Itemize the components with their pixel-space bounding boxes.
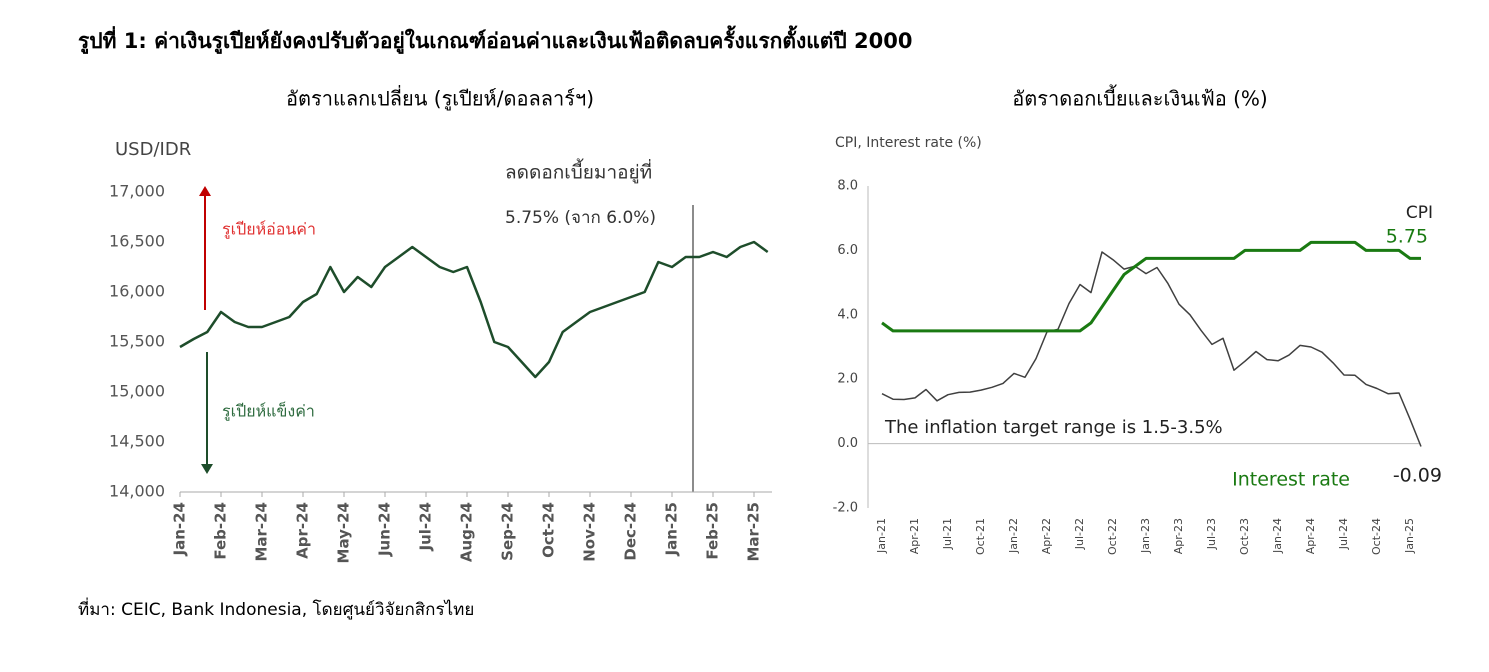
x-tick-label: Aug-24	[458, 502, 476, 562]
y-tick-label: 2.0	[837, 372, 858, 387]
y-tick-label: 15,500	[109, 332, 165, 351]
x-tick-label: Apr-24	[1304, 518, 1317, 554]
x-tick-label: Jan-24	[1271, 518, 1284, 554]
x-tick-label: Apr-21	[908, 518, 921, 554]
y-tick-label: 4.0	[837, 307, 858, 322]
series-label: Interest rate	[1232, 469, 1350, 491]
arrow-head	[199, 186, 211, 196]
chart-title: อัตราแลกเปลี่ยน (รูเปียห์/ดอลลาร์ฯ)	[286, 85, 594, 112]
y-tick-label: 14,000	[109, 482, 165, 501]
figure-title: รูปที่ 1: ค่าเงินรูเปียห์ยังคงปรับตัวอยู…	[78, 25, 913, 55]
annotation: 5.75% (จาก 6.0%)	[505, 208, 656, 228]
annotation: 5.75	[1386, 226, 1428, 248]
y-tick-label: -2.0	[833, 501, 858, 516]
x-tick-label: Jun-24	[376, 502, 394, 557]
annotation: -0.09	[1393, 465, 1442, 487]
x-tick-label: May-24	[335, 502, 353, 563]
x-tick-label: Jan-24	[171, 502, 189, 556]
x-tick-label: Jan-25	[663, 502, 681, 556]
y-tick-label: 16,500	[109, 232, 165, 251]
x-tick-label: Nov-24	[581, 502, 599, 562]
annotation: รูเปียห์อ่อนค่า	[222, 220, 316, 240]
x-tick-label: Jul-24	[417, 502, 435, 552]
x-tick-label: Jul-21	[941, 518, 954, 550]
x-tick-label: Jul-22	[1073, 518, 1086, 550]
data-line	[179, 240, 769, 379]
data-line	[881, 251, 1422, 447]
series-label: CPI	[1406, 203, 1433, 223]
y-tick-label: 14,500	[109, 432, 165, 451]
x-tick-label: Feb-25	[704, 502, 722, 560]
x-tick-label: Oct-21	[974, 518, 987, 555]
data-line	[881, 240, 1421, 333]
y-tick-label: 17,000	[109, 182, 165, 201]
x-tick-label: Oct-24	[1370, 518, 1383, 555]
x-tick-label: Jan-23	[1139, 518, 1152, 554]
y-axis-label: CPI, Interest rate (%)	[835, 135, 982, 151]
y-tick-label: 16,000	[109, 282, 165, 301]
x-tick-label: Oct-22	[1106, 518, 1119, 555]
x-tick-label: Apr-23	[1172, 518, 1185, 554]
x-tick-label: Jan-25	[1403, 518, 1416, 554]
x-tick-label: Sep-24	[499, 502, 517, 561]
x-tick-label: Jul-23	[1205, 518, 1218, 550]
x-tick-label: Mar-24	[253, 502, 271, 562]
annotation: รูเปียห์แข็งค่า	[222, 401, 315, 422]
x-tick-label: Oct-24	[540, 502, 558, 558]
y-tick-label: 0.0	[837, 436, 858, 451]
source-note: ที่มา: CEIC, Bank Indonesia, โดยศูนย์วิจ…	[78, 597, 474, 620]
x-tick-label: Jan-22	[1007, 518, 1020, 554]
annotation: The inflation target range is 1.5-3.5%	[884, 417, 1223, 438]
y-axis-label: USD/IDR	[115, 139, 191, 160]
x-tick-label: Jul-24	[1337, 518, 1350, 550]
y-tick-label: 15,000	[109, 382, 165, 401]
x-tick-label: Dec-24	[622, 502, 640, 561]
x-tick-label: Mar-25	[745, 502, 763, 562]
chart-title: อัตราดอกเบี้ยและเงินเฟ้อ (%)	[1012, 85, 1267, 111]
x-tick-label: Apr-22	[1040, 518, 1053, 554]
arrow-head	[201, 464, 213, 474]
x-tick-label: Feb-24	[212, 502, 230, 560]
y-tick-label: 8.0	[837, 179, 858, 194]
annotation: ลดดอกเบี้ยมาอยู่ที่	[505, 159, 652, 184]
y-tick-label: 6.0	[837, 243, 858, 258]
x-tick-label: Jan-21	[875, 518, 888, 554]
x-tick-label: Oct-23	[1238, 518, 1251, 555]
x-tick-label: Apr-24	[294, 502, 312, 559]
